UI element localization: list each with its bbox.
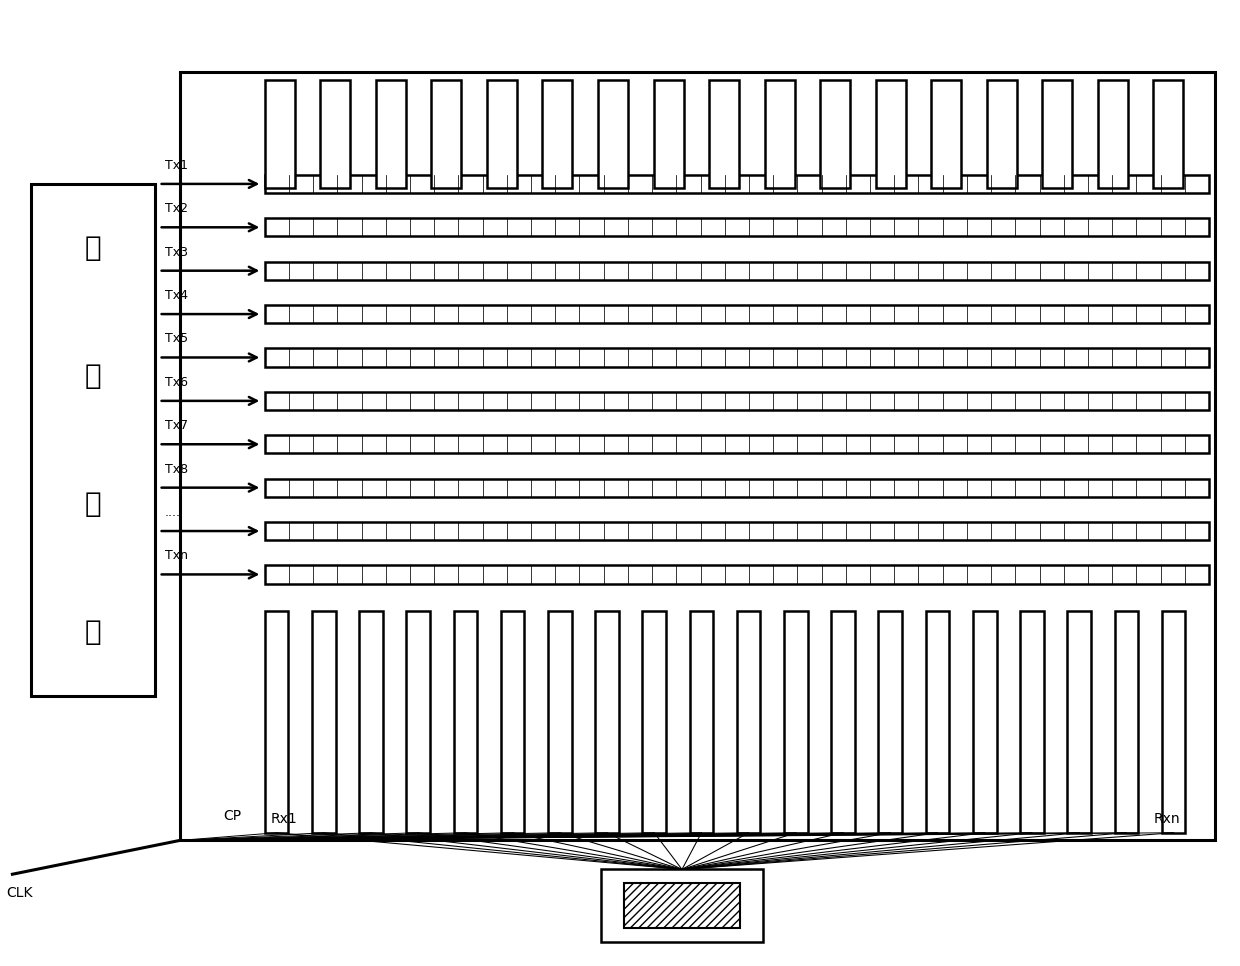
Bar xyxy=(653,80,683,187)
Bar xyxy=(360,611,383,833)
Bar xyxy=(973,611,997,833)
Bar xyxy=(264,262,1209,280)
Bar xyxy=(542,80,573,187)
Bar xyxy=(1162,611,1185,833)
Bar xyxy=(454,611,477,833)
Bar xyxy=(264,218,1209,237)
Text: Rx1: Rx1 xyxy=(270,812,298,826)
Bar xyxy=(501,611,525,833)
Bar xyxy=(624,883,740,928)
Bar xyxy=(831,611,854,833)
Bar xyxy=(264,611,289,833)
Bar xyxy=(487,80,517,187)
Text: CP: CP xyxy=(223,810,242,823)
Bar xyxy=(875,80,905,187)
Bar xyxy=(598,80,627,187)
Bar xyxy=(737,611,760,833)
Bar xyxy=(709,80,739,187)
Bar xyxy=(1097,80,1128,187)
Bar xyxy=(432,80,461,187)
Bar xyxy=(264,392,1209,410)
Text: 动: 动 xyxy=(84,361,102,389)
Bar xyxy=(312,611,336,833)
Bar xyxy=(926,611,950,833)
Text: Rxn: Rxn xyxy=(1153,812,1179,826)
Text: Tx4: Tx4 xyxy=(165,289,188,302)
Bar xyxy=(1021,611,1044,833)
Bar xyxy=(1115,611,1138,833)
Bar xyxy=(1043,80,1073,187)
Bar xyxy=(376,80,405,187)
Text: Tx6: Tx6 xyxy=(165,376,188,389)
Bar xyxy=(642,611,666,833)
Text: Tx2: Tx2 xyxy=(165,202,188,215)
Bar xyxy=(987,80,1017,187)
Text: 电: 电 xyxy=(84,490,102,518)
Bar xyxy=(595,611,619,833)
Bar xyxy=(1153,80,1183,187)
Text: Tx8: Tx8 xyxy=(165,463,188,475)
Text: Txn: Txn xyxy=(165,550,188,562)
Bar xyxy=(264,522,1209,540)
Bar xyxy=(689,611,713,833)
Bar xyxy=(765,80,795,187)
Text: Tx3: Tx3 xyxy=(165,245,188,259)
Text: ....: .... xyxy=(165,506,181,519)
Bar xyxy=(878,611,903,833)
Bar xyxy=(820,80,851,187)
Bar xyxy=(264,349,1209,366)
Bar xyxy=(931,80,961,187)
Bar xyxy=(320,80,350,187)
Bar xyxy=(264,305,1209,324)
Text: 驱: 驱 xyxy=(84,234,102,262)
Text: Tx7: Tx7 xyxy=(165,419,188,432)
Text: Tx5: Tx5 xyxy=(165,332,188,346)
Bar xyxy=(31,184,155,696)
Bar xyxy=(601,869,763,942)
Bar xyxy=(180,72,1215,840)
Bar xyxy=(1068,611,1091,833)
Bar xyxy=(264,175,1209,193)
Text: 路: 路 xyxy=(84,617,102,645)
Bar xyxy=(548,611,572,833)
Bar xyxy=(264,80,295,187)
Bar xyxy=(407,611,430,833)
Bar xyxy=(264,478,1209,497)
Text: CLK: CLK xyxy=(6,886,32,899)
Bar xyxy=(784,611,807,833)
Text: Tx1: Tx1 xyxy=(165,158,188,172)
Bar xyxy=(264,565,1209,583)
Bar xyxy=(264,435,1209,453)
